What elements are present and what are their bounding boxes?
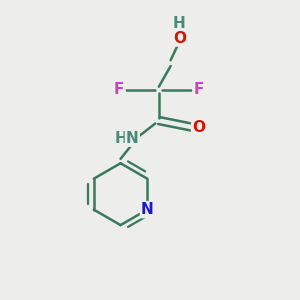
Text: N: N	[141, 202, 154, 217]
Text: O: O	[173, 31, 186, 46]
Text: N: N	[126, 131, 139, 146]
Text: F: F	[194, 82, 204, 97]
Text: H: H	[114, 131, 127, 146]
Text: O: O	[192, 120, 205, 135]
Text: F: F	[114, 82, 124, 97]
Text: H: H	[173, 16, 186, 31]
